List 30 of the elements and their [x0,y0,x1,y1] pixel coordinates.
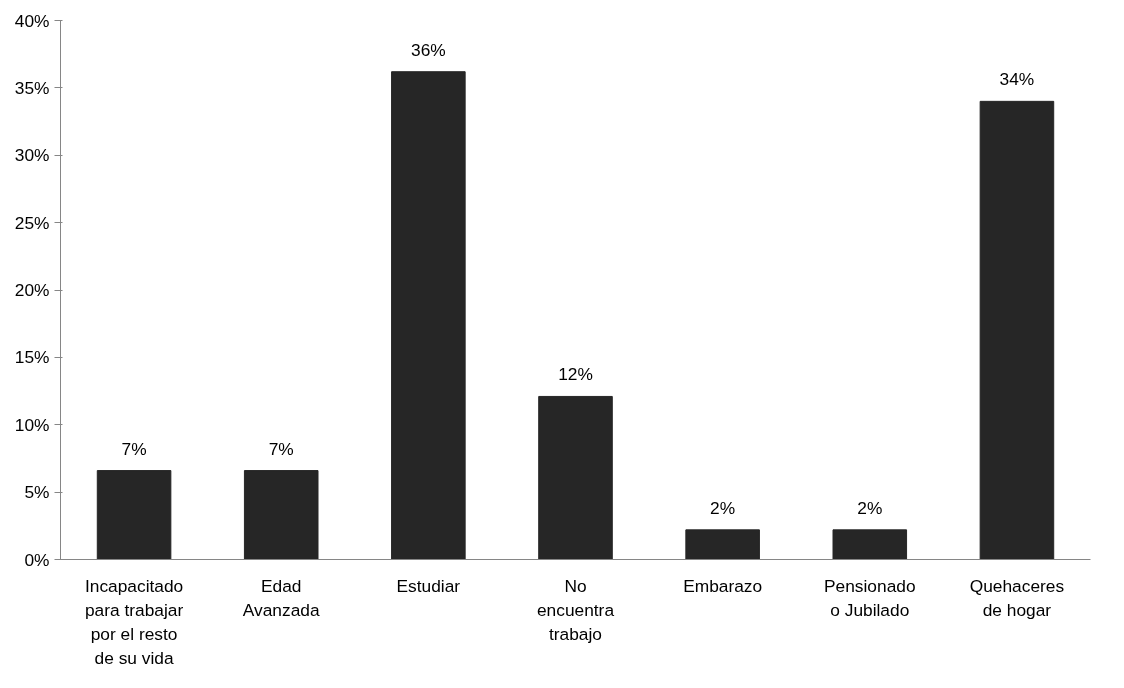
y-tick-label: 10% [14,414,50,435]
x-tick-label: No encuentra trabajo [536,575,615,644]
y-tick-label: 15% [14,347,50,368]
data-label: 34% [999,69,1035,90]
y-tick-label: 5% [24,482,50,503]
data-label: 7% [121,438,147,459]
bar [538,395,613,560]
y-tick-label: 35% [14,77,50,98]
data-label: 36% [411,39,446,60]
bar [685,529,760,560]
bar [391,71,466,560]
x-tick-label: Incapacitado para trabajar por el resto de su vida [84,575,184,668]
x-tick-label: Quehaceres de hogar [969,575,1065,620]
data-label: 2% [710,497,736,518]
bar [832,529,908,560]
data-label: 12% [558,364,593,385]
bar [243,470,319,560]
y-tick-label: 0% [24,549,50,570]
data-label: 7% [268,438,294,459]
x-tick-label: Embarazo [683,575,763,596]
bar [96,470,172,560]
x-tick-label: Estudiar [396,575,461,596]
y-tick-label: 30% [14,145,50,166]
y-tick-label: 40% [14,10,50,31]
bar [979,100,1055,560]
data-label: 2% [857,497,883,518]
x-tick-label: Pensionado o Jubilado [824,575,916,620]
y-tick-label: 25% [14,212,50,233]
y-tick-label: 20% [14,280,50,300]
x-tick-label: Edad Avanzada [242,575,320,620]
